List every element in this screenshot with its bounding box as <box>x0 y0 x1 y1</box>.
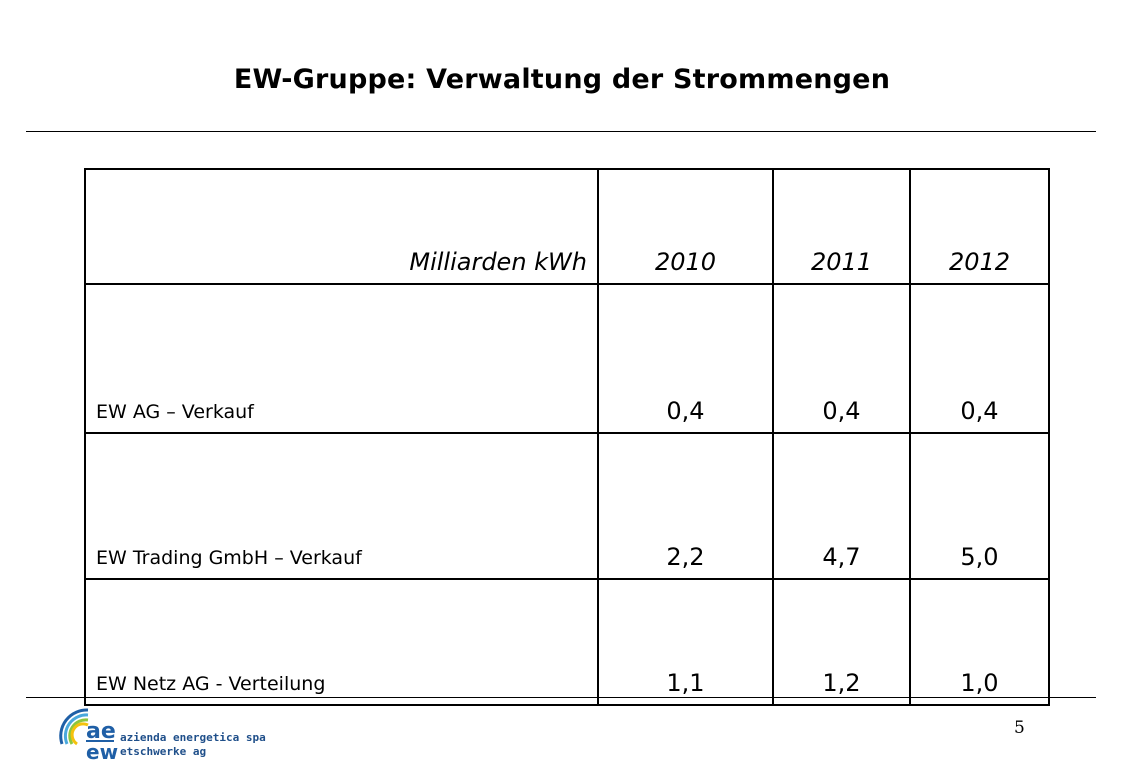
cell-value: 1,2 <box>772 578 911 706</box>
table-row: EW Netz AG - Verteilung 1,1 1,2 1,0 <box>84 578 1050 706</box>
page-number: 5 <box>1014 718 1025 738</box>
cell-value: 0,4 <box>597 283 774 434</box>
logo-mark-bottom: ew <box>86 740 118 764</box>
cell-value: 4,7 <box>772 432 911 580</box>
header-year-2010: 2010 <box>597 168 774 285</box>
row-label: EW Trading GmbH – Verkauf <box>84 432 599 580</box>
row-label: EW AG – Verkauf <box>84 283 599 434</box>
cell-value: 2,2 <box>597 432 774 580</box>
logo-line-1: azienda energetica spa <box>120 731 266 744</box>
header-year-2012: 2012 <box>909 168 1050 285</box>
table-row: EW Trading GmbH – Verkauf 2,2 4,7 5,0 <box>84 432 1050 580</box>
top-divider <box>26 131 1096 132</box>
logo-line-2: etschwerke ag <box>120 745 206 758</box>
slide-title: EW-Gruppe: Verwaltung der Strommengen <box>233 64 891 95</box>
table-row: EW AG – Verkauf 0,4 0,4 0,4 <box>84 283 1050 434</box>
row-label: EW Netz AG - Verteilung <box>84 578 599 706</box>
cell-value: 5,0 <box>909 432 1050 580</box>
header-unit: Milliarden kWh <box>84 168 599 285</box>
company-logo: ae ew azienda energetica spa etschwerke … <box>59 708 266 764</box>
cell-value: 0,4 <box>909 283 1050 434</box>
table-header-row: Milliarden kWh 2010 2011 2012 <box>84 168 1050 285</box>
logo-mark-top: ae <box>86 719 116 744</box>
cell-value: 1,1 <box>597 578 774 706</box>
cell-value: 1,0 <box>909 578 1050 706</box>
cell-value: 0,4 <box>772 283 911 434</box>
bottom-divider <box>26 697 1096 698</box>
logo-swirl-icon <box>59 708 89 746</box>
header-year-2011: 2011 <box>772 168 911 285</box>
energy-volume-table: Milliarden kWh 2010 2011 2012 EW AG – Ve… <box>84 168 1050 706</box>
